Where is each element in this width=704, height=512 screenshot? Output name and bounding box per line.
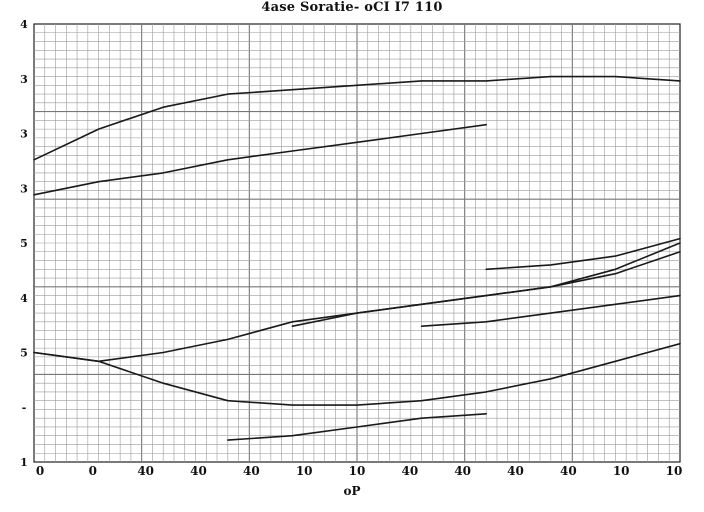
- x-tick-label: 40: [190, 464, 207, 478]
- x-tick-label: 10: [666, 464, 683, 478]
- chart-title: 4ase Soratie- oCI I7 110: [261, 0, 443, 15]
- series-line-8: [227, 413, 487, 441]
- y-tick-label: 3: [20, 128, 28, 141]
- x-tick-label: 40: [401, 464, 418, 478]
- x-tick-label: 10: [296, 464, 313, 478]
- series-line-1: [33, 75, 681, 161]
- x-tick-label: 10: [349, 464, 366, 478]
- y-tick-label: 5: [20, 347, 28, 360]
- x-axis-label: oP: [343, 484, 361, 498]
- y-tick-label: 1: [20, 456, 28, 469]
- series-line-3: [485, 237, 681, 271]
- series-line-5: [420, 294, 681, 327]
- y-tick-label: 3: [20, 182, 28, 195]
- y-tick-label: 3: [20, 73, 28, 86]
- y-tick-label: -: [22, 401, 27, 414]
- x-tick-label: 40: [454, 464, 471, 478]
- x-tick-label: 0: [89, 464, 97, 478]
- series-line-2: [33, 123, 487, 196]
- x-tick-label: 40: [560, 464, 577, 478]
- x-tick-label: 10: [613, 464, 630, 478]
- x-tick-label: 40: [507, 464, 524, 478]
- x-tick-label: 40: [243, 464, 260, 478]
- y-tick-label: 5: [20, 237, 28, 250]
- y-tick-label: 4: [20, 292, 28, 305]
- x-tick-label: 0: [36, 464, 44, 478]
- x-tick-label: 40: [137, 464, 154, 478]
- series-line-7: [33, 342, 681, 406]
- y-tick-label: 4: [20, 18, 28, 31]
- series-line-6: [33, 242, 681, 363]
